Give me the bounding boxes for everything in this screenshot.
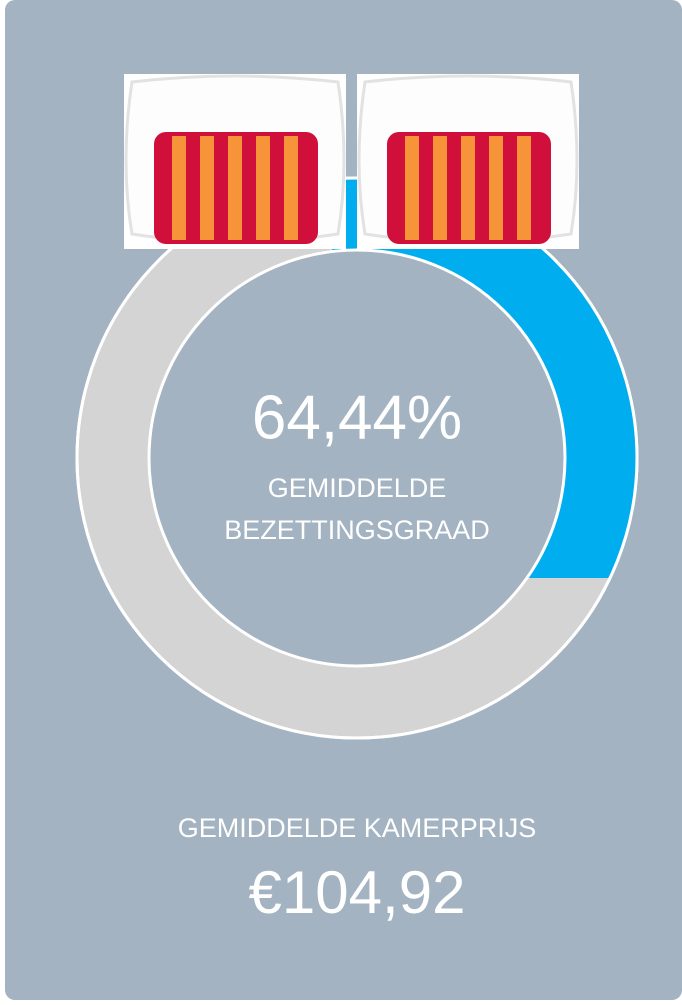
occupancy-label: BEZETTINGSGRAAD [224,515,490,545]
ring-center [147,248,567,668]
ring-fill [332,178,637,578]
occupancy-value: 64,44% [252,383,462,452]
price-value: €104,92 [249,859,466,926]
pillow [122,72,348,251]
occupancy-label: GEMIDDELDE [268,473,447,503]
price-label: GEMIDDELDE KAMERPRIJS [178,813,537,843]
pillow [355,72,581,251]
